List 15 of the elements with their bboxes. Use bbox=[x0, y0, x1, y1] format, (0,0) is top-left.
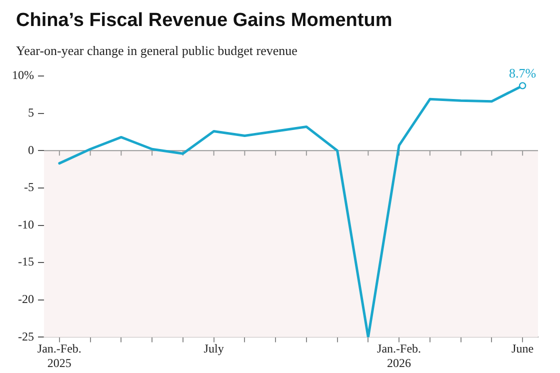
x-tick-label: Jan.-Feb. 2026 bbox=[377, 342, 422, 370]
chart-title: China’s Fiscal Revenue Gains Momentum bbox=[16, 10, 392, 32]
y-tick-label: 5 bbox=[28, 105, 34, 120]
y-tick-label: 0 bbox=[28, 142, 34, 157]
x-tick-label: July bbox=[204, 342, 224, 356]
data-label: 8.7% bbox=[509, 66, 536, 81]
y-tick-label: 10% bbox=[12, 68, 34, 82]
chart-subtitle: Year-on-year change in general public budget revenue bbox=[16, 43, 298, 59]
x-tick-label: Jan.-Feb. 2025 bbox=[37, 342, 82, 370]
y-tick-label: -25 bbox=[18, 329, 34, 344]
y-tick-label: -20 bbox=[18, 292, 34, 306]
y-tick-label: -15 bbox=[18, 254, 34, 269]
y-tick-label: -5 bbox=[24, 180, 34, 194]
x-tick-label: June bbox=[512, 342, 534, 356]
y-tick-label: -10 bbox=[18, 217, 34, 232]
